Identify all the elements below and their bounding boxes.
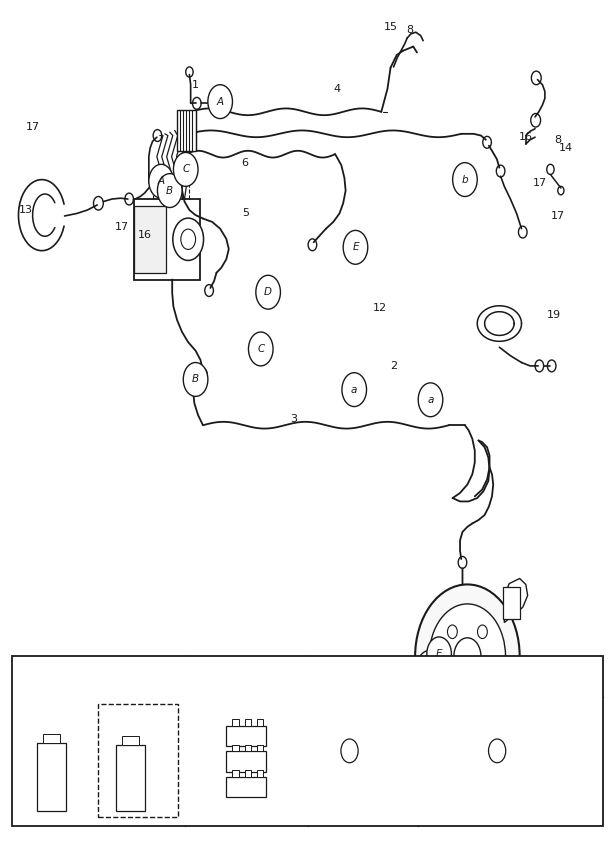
Text: a: a — [427, 395, 434, 405]
Text: b: b — [462, 174, 468, 185]
Bar — [177, 110, 196, 151]
Text: 11: 11 — [216, 670, 232, 684]
Text: 5: 5 — [242, 208, 250, 219]
Bar — [257, 770, 263, 777]
Text: C: C — [182, 164, 189, 174]
Bar — [12, 656, 603, 826]
Circle shape — [342, 373, 367, 407]
Bar — [37, 743, 66, 811]
Circle shape — [417, 650, 442, 684]
Text: 17: 17 — [26, 122, 39, 132]
Text: 6: 6 — [241, 158, 248, 168]
Text: 12: 12 — [373, 303, 387, 313]
Bar — [226, 777, 266, 797]
Text: B: B — [192, 374, 199, 385]
Circle shape — [248, 332, 273, 366]
Text: 14: 14 — [559, 143, 573, 153]
Text: (ESP): (ESP) — [125, 702, 152, 712]
Text: B: B — [166, 185, 173, 196]
Circle shape — [189, 662, 211, 692]
Text: 7: 7 — [359, 670, 367, 684]
Text: 16: 16 — [138, 230, 152, 241]
Circle shape — [415, 584, 520, 728]
Circle shape — [418, 383, 443, 417]
Text: 3: 3 — [290, 414, 298, 424]
Circle shape — [448, 625, 458, 639]
Bar — [134, 199, 200, 280]
Text: 10: 10 — [138, 713, 151, 723]
Text: 17: 17 — [115, 222, 129, 232]
Circle shape — [208, 85, 232, 119]
Circle shape — [477, 674, 487, 688]
Polygon shape — [504, 579, 528, 623]
Circle shape — [454, 638, 481, 675]
Circle shape — [453, 163, 477, 197]
Text: E: E — [352, 242, 359, 252]
Bar — [232, 719, 239, 726]
Text: 18: 18 — [502, 670, 518, 684]
Circle shape — [157, 174, 182, 208]
Text: D: D — [264, 287, 272, 297]
Text: A: A — [157, 176, 165, 186]
Circle shape — [477, 625, 487, 639]
Bar — [226, 751, 266, 772]
Bar — [257, 745, 263, 751]
Text: 2: 2 — [390, 361, 397, 371]
Bar — [226, 726, 266, 746]
Bar — [503, 587, 520, 619]
Bar — [245, 719, 251, 726]
Circle shape — [173, 218, 204, 261]
Bar — [245, 770, 251, 777]
Circle shape — [20, 662, 42, 692]
Text: a: a — [27, 672, 34, 682]
Circle shape — [448, 674, 458, 688]
Text: 1: 1 — [192, 80, 199, 90]
Circle shape — [429, 604, 506, 709]
Circle shape — [343, 230, 368, 264]
Text: 4: 4 — [333, 84, 341, 94]
Bar — [134, 206, 166, 273]
Text: 17: 17 — [551, 211, 565, 221]
Circle shape — [341, 739, 358, 763]
Bar — [98, 704, 178, 817]
Circle shape — [488, 739, 506, 763]
Text: C: C — [257, 344, 264, 354]
Bar — [257, 719, 263, 726]
Text: 16: 16 — [519, 132, 533, 142]
Circle shape — [256, 275, 280, 309]
Text: 9: 9 — [42, 702, 50, 712]
Bar — [43, 734, 60, 743]
Text: 15: 15 — [384, 22, 398, 32]
Circle shape — [183, 363, 208, 396]
Text: E: E — [436, 649, 442, 659]
Text: A: A — [216, 97, 224, 107]
Text: 8: 8 — [406, 25, 413, 35]
Circle shape — [173, 152, 198, 186]
Bar — [245, 745, 251, 751]
Text: b: b — [196, 672, 204, 682]
Text: 17: 17 — [533, 178, 547, 188]
Bar — [116, 745, 145, 811]
Text: a: a — [351, 385, 357, 395]
Bar — [122, 736, 139, 745]
Circle shape — [149, 164, 173, 198]
Text: D: D — [425, 662, 434, 673]
Bar — [232, 745, 239, 751]
Text: 19: 19 — [547, 310, 560, 320]
Text: 8: 8 — [554, 135, 561, 145]
Bar — [232, 770, 239, 777]
Circle shape — [427, 637, 451, 671]
Text: 13: 13 — [19, 205, 33, 215]
